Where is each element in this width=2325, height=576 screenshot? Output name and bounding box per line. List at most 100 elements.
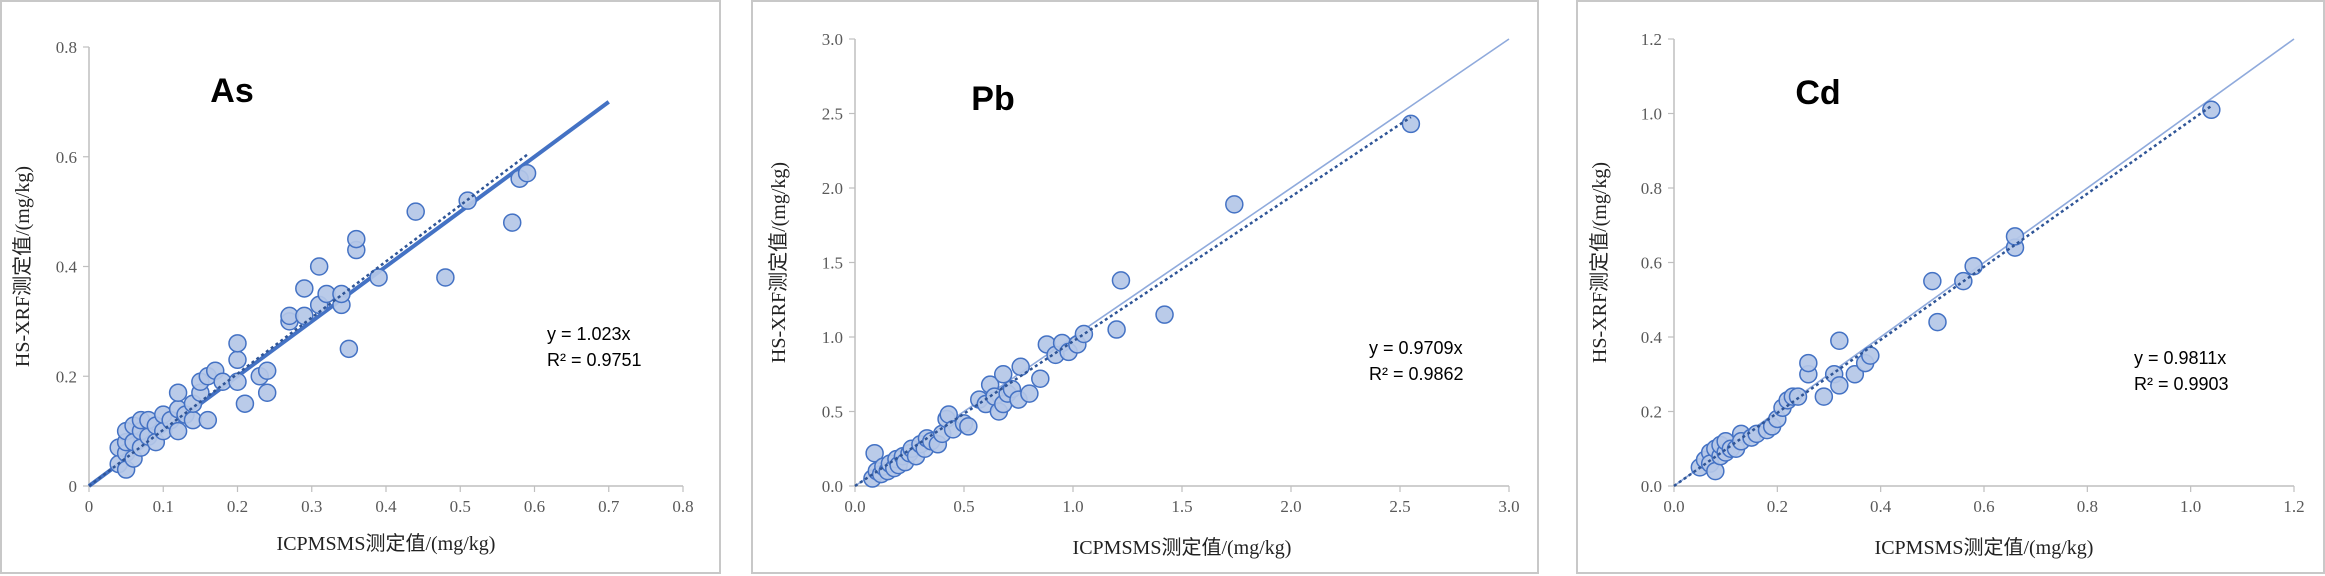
y-tick-label: 1.0	[1641, 105, 1662, 124]
r-squared-label: R² = 0.9751	[547, 350, 642, 370]
data-point	[168, 383, 188, 402]
x-tick-label: 1.2	[2283, 497, 2304, 516]
data-point	[295, 306, 314, 326]
x-tick-label: 0.7	[598, 497, 620, 516]
data-point	[295, 279, 314, 298]
equation-label: y = 0.9709x	[1369, 338, 1463, 358]
data-point	[1861, 346, 1880, 365]
data-point	[1964, 256, 1983, 276]
trendline	[854, 116, 1412, 488]
data-point	[2005, 227, 2025, 246]
chart-panel-cd: 0.0 0.2 0.4 0.6 0.8 1.0 1.2 0.0 0.2 0.4 0.6 0.8 1.0 1…	[1576, 0, 2325, 574]
y-tick-label: 0.6	[1641, 254, 1662, 273]
data-point	[1225, 195, 1244, 214]
y-tick-label: 0.6	[56, 148, 77, 167]
data-point	[369, 268, 388, 287]
data-point	[502, 213, 522, 232]
x-tick-label: 1.5	[1171, 497, 1192, 516]
equation-label: y = 0.9811x	[2134, 348, 2226, 368]
x-tick-label: 0.0	[844, 497, 865, 516]
scatter-chart-cd: 0.0 0.2 0.4 0.6 0.8 1.0 1.2 0.0 0.2 0.4 0.6 0.8 1.0 1…	[1588, 30, 2305, 559]
data-point	[1830, 376, 1849, 395]
chart-panel-as: 0 0.1 0.2 0.3 0.4 0.5 0.6 0.7 0.8 0 0.2 0.4 0.6 0.8 As…	[0, 0, 721, 574]
x-axis-title: ICPMSMS测定值/(mg/kg)	[1073, 536, 1292, 559]
y-tick-label: 0.5	[822, 403, 843, 422]
data-point	[347, 229, 366, 249]
data-point	[1799, 353, 1818, 373]
reference-line	[854, 38, 1510, 487]
data-point	[309, 257, 329, 276]
y-tick-label: 0.4	[1641, 328, 1663, 347]
data-point	[406, 202, 425, 221]
x-tick-label: 2.0	[1280, 497, 1301, 516]
x-tick-label: 0.1	[153, 497, 174, 516]
data-point	[198, 410, 218, 430]
x-tick-label: 0.2	[227, 497, 248, 516]
data-point	[1111, 271, 1131, 290]
data-point	[228, 334, 247, 353]
data-point	[1031, 369, 1050, 388]
x-tick-label: 0.0	[1663, 497, 1684, 516]
data-point	[1074, 324, 1094, 344]
r-squared-label: R² = 0.9862	[1369, 364, 1464, 384]
data-point	[1814, 387, 1834, 406]
y-tick-label: 0.8	[56, 38, 77, 57]
x-axis-title: ICPMSMS测定值/(mg/kg)	[1875, 536, 2094, 559]
x-tick-label: 0.5	[953, 497, 974, 516]
r-squared-label: R² = 0.9903	[2134, 374, 2229, 394]
y-tick-label: 0	[69, 477, 78, 496]
chart-title: Cd	[1795, 74, 1840, 112]
x-tick-label: 0.3	[301, 497, 322, 516]
data-point	[257, 361, 277, 381]
data-point	[865, 443, 884, 463]
y-tick-label: 0.8	[1641, 179, 1662, 198]
y-tick-label: 0.0	[822, 477, 843, 496]
x-tick-label: 0.2	[1767, 497, 1788, 516]
chart-title: Pb	[971, 80, 1014, 118]
y-axis-title: HS-XRF测定值/(mg/kg)	[1588, 162, 1611, 363]
data-point	[228, 372, 247, 391]
scatter-chart-as: 0 0.1 0.2 0.3 0.4 0.5 0.6 0.7 0.8 0 0.2 0.4 0.6 0.8 As…	[11, 38, 694, 555]
data-point	[339, 339, 359, 359]
data-point	[517, 163, 537, 183]
data-point	[168, 421, 188, 441]
y-tick-label: 0.0	[1641, 477, 1662, 496]
chart-title: As	[210, 72, 253, 110]
x-tick-label: 2.5	[1389, 497, 1410, 516]
y-axis-title: HS-XRF测定值/(mg/kg)	[11, 166, 34, 367]
x-tick-label: 3.0	[1498, 497, 1519, 516]
x-tick-label: 0	[85, 497, 94, 516]
data-point	[2202, 100, 2221, 120]
y-tick-label: 3.0	[822, 30, 843, 49]
x-tick-label: 1.0	[2180, 497, 2201, 516]
x-tick-label: 0.8	[2077, 497, 2098, 516]
x-tick-label: 1.0	[1062, 497, 1083, 516]
x-axis-title: ICPMSMS测定值/(mg/kg)	[277, 532, 496, 555]
data-point	[1830, 331, 1849, 350]
x-tick-label: 0.5	[450, 497, 471, 516]
y-tick-label: 2.0	[822, 179, 843, 198]
data-point	[993, 365, 1013, 384]
y-axis-title: HS-XRF测定值/(mg/kg)	[767, 162, 790, 363]
data-point	[1107, 320, 1126, 339]
x-tick-label: 0.4	[1870, 497, 1892, 516]
data-point	[959, 417, 978, 436]
x-tick-label: 0.4	[375, 497, 397, 516]
scatter-chart-pb: 0.0 0.5 1.0 1.5 2.0 2.5 3.0 0.0 0.5 1.0 1.5 2.0 2.5 3…	[767, 30, 1520, 559]
equation-label: y = 1.023x	[547, 324, 631, 344]
y-tick-label: 0.2	[1641, 403, 1662, 422]
data-point	[235, 394, 255, 413]
data-point	[1155, 305, 1174, 324]
data-point	[1020, 384, 1039, 403]
x-tick-label: 0.8	[672, 497, 693, 516]
y-tick-label: 0.2	[56, 367, 77, 386]
trendline	[1673, 104, 2213, 488]
x-tick-label: 0.6	[1973, 497, 1994, 516]
y-tick-label: 1.5	[822, 254, 843, 273]
data-point	[332, 284, 351, 304]
data-point	[257, 383, 277, 402]
y-tick-label: 0.4	[56, 258, 78, 277]
y-tick-label: 1.2	[1641, 30, 1662, 49]
y-tick-label: 2.5	[822, 105, 843, 124]
chart-panel-pb: 0.0 0.5 1.0 1.5 2.0 2.5 3.0 0.0 0.5 1.0 1.5 2.0 2.5 3…	[751, 0, 1539, 574]
